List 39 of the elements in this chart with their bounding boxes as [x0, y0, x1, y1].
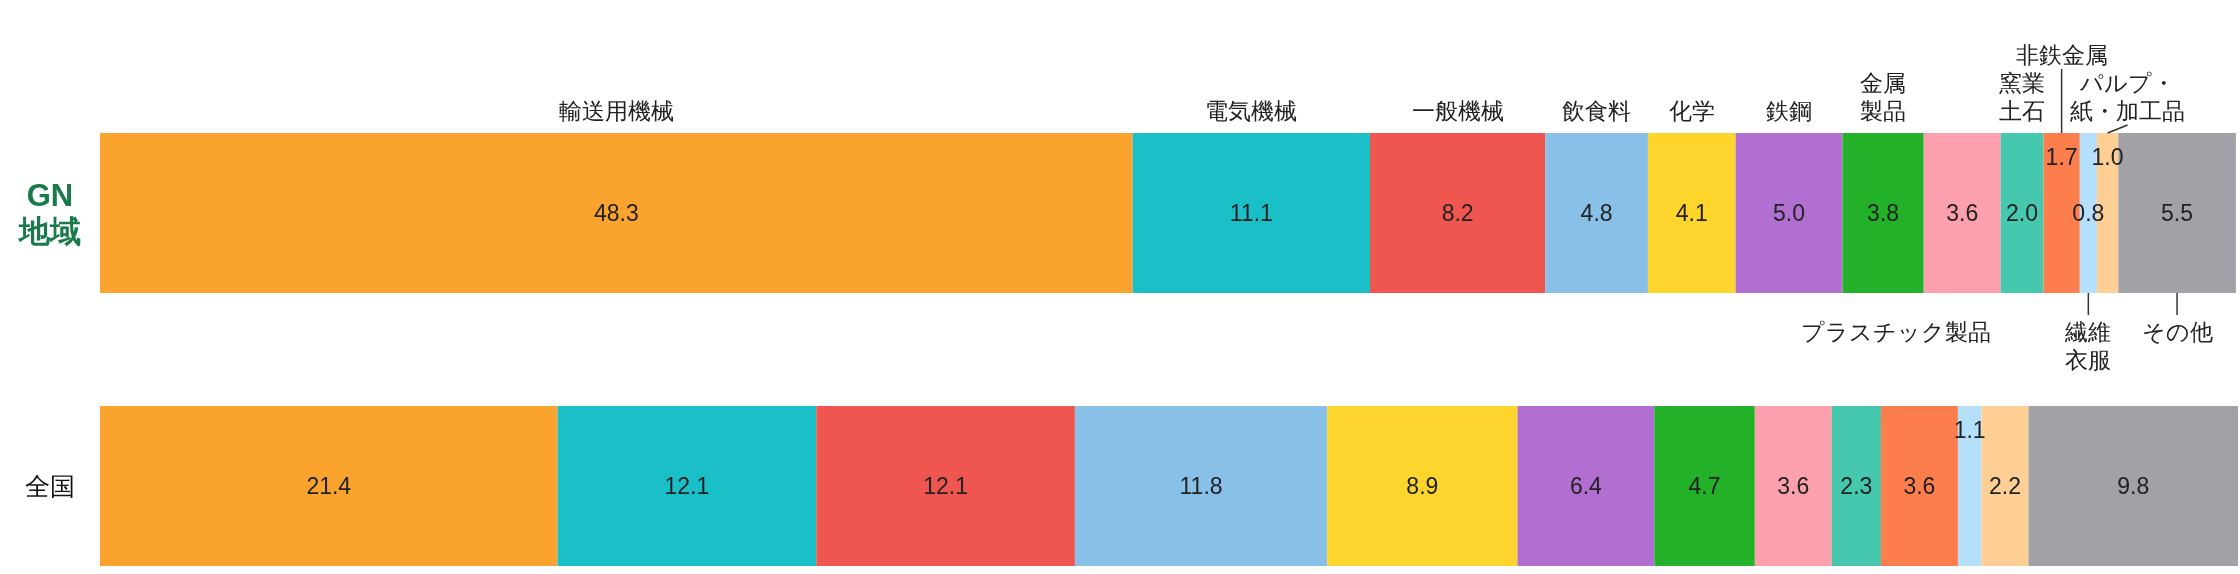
data-label: 3.6 [1946, 200, 1979, 227]
data-label: 4.1 [1675, 200, 1708, 227]
data-label: 4.8 [1580, 200, 1613, 227]
y-tick-label: GN地域 [17, 177, 81, 249]
data-label: 2.2 [1988, 473, 2021, 500]
data-label: 1.0 [2091, 144, 2124, 170]
data-label: 3.6 [1903, 473, 1936, 500]
series-label: 金属製品 [1860, 70, 1907, 124]
data-label: 4.7 [1688, 473, 1721, 500]
series-label: 一般機械 [1411, 98, 1504, 124]
y-tick-label: 全国 [25, 471, 75, 500]
series-label: 電気機械 [1205, 98, 1298, 124]
data-label: 3.8 [1867, 200, 1900, 227]
data-label: 9.8 [2117, 473, 2150, 500]
data-label: 6.4 [1569, 473, 1603, 500]
data-label: 5.0 [1773, 200, 1806, 227]
data-label: 5.5 [2161, 200, 2194, 227]
data-label: 11.8 [1179, 473, 1223, 500]
series-label: 輸送用機械 [558, 98, 674, 124]
series-label: 窯業土石 [1999, 70, 2046, 124]
data-label: 2.3 [1840, 473, 1873, 500]
data-label: 2.0 [2006, 200, 2039, 227]
data-label: 11.1 [1229, 200, 1273, 227]
data-label: 48.3 [593, 200, 639, 227]
series-label: パルプ・紙・加工品 [2070, 70, 2186, 124]
data-label: 8.2 [1441, 200, 1474, 227]
data-label: 12.1 [923, 473, 968, 500]
data-label: 1.7 [2045, 144, 2078, 170]
series-label: その他 [2141, 319, 2213, 345]
series-label: プラスチック製品 [1800, 319, 1991, 345]
data-label: 3.6 [1777, 473, 1810, 500]
series-label: 繊維衣服 [2064, 319, 2112, 373]
data-label: 8.9 [1406, 473, 1439, 500]
series-label: 化学 [1668, 98, 1715, 124]
data-label: 21.4 [306, 473, 352, 500]
text: 非鉄金属 [2015, 42, 2108, 68]
data-label: 12.1 [664, 473, 710, 500]
series-label: 飲食料 [1562, 98, 1632, 124]
series-label: 鉄鋼 [1766, 98, 1813, 124]
